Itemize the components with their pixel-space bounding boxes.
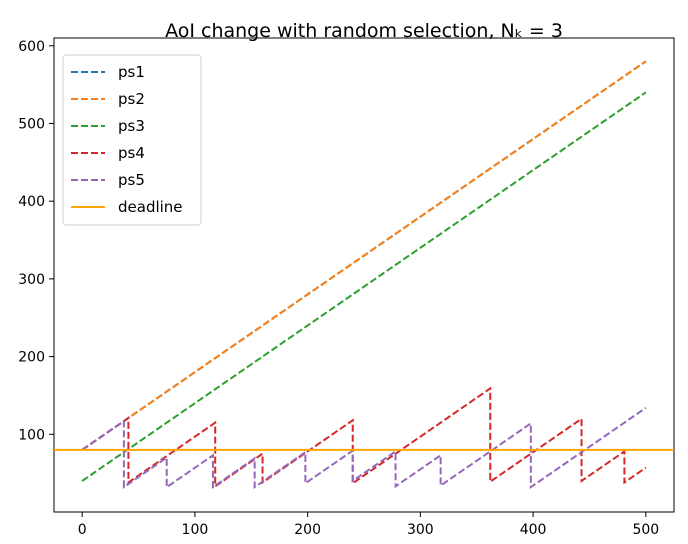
legend: ps1 ps2 ps3 ps4 ps5 deadline xyxy=(62,54,202,226)
legend-label-ps5: ps5 xyxy=(118,171,145,189)
legend-box xyxy=(62,54,202,226)
chart-title: AoI change with random selection, Nₖ = 3 xyxy=(165,20,563,42)
axes-layer: 0 100 200 300 400 500 100 200 300 400 500 600 xyxy=(18,39,659,538)
x-tick-label: 300 xyxy=(407,522,434,538)
y-tick-label: 600 xyxy=(18,39,45,55)
series-line-ps3 xyxy=(81,91,647,482)
legend-label-ps4: ps4 xyxy=(118,144,145,162)
x-tick-label: 200 xyxy=(294,522,321,538)
series-layer xyxy=(54,60,674,490)
y-tick-label: 200 xyxy=(18,350,45,366)
legend-label-deadline: deadline xyxy=(118,198,183,216)
legend-label-ps3: ps3 xyxy=(118,117,145,135)
legend-label-ps1: ps1 xyxy=(118,63,145,81)
series-line-ps4 xyxy=(81,386,647,489)
x-tick-label: 100 xyxy=(182,522,209,538)
x-tick-label: 400 xyxy=(520,522,547,538)
y-tick-label: 400 xyxy=(18,194,45,210)
series-line-ps5 xyxy=(81,407,647,490)
legend-label-ps2: ps2 xyxy=(118,90,145,108)
x-tick-label: 0 xyxy=(78,522,87,538)
y-tick-label: 300 xyxy=(18,272,45,288)
y-tick-label: 500 xyxy=(18,116,45,132)
y-tick-label: 100 xyxy=(18,427,45,443)
series-line-ps2 xyxy=(81,60,647,451)
plot-area-frame xyxy=(53,37,675,513)
x-tick-label: 500 xyxy=(632,522,659,538)
